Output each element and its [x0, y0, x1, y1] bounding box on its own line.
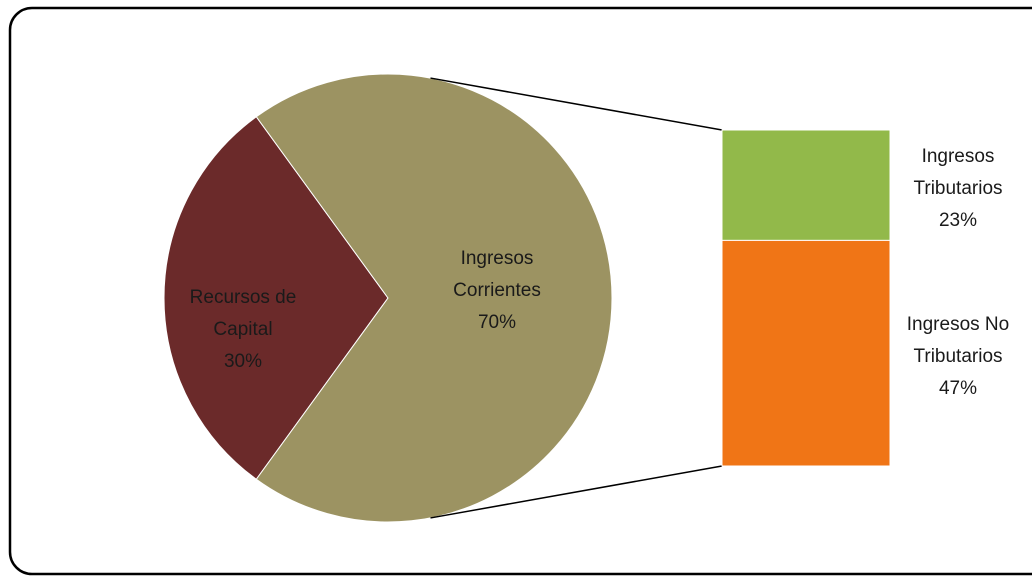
- pie-label: Ingresos Corrientes 70%: [442, 243, 552, 339]
- bar-label: Ingresos Tributarios 23%: [898, 141, 1018, 237]
- pie-label: Recursos de Capital 30%: [178, 282, 308, 378]
- connector: [430, 465, 723, 519]
- bar-label-text: Ingresos No Tributarios: [906, 314, 1010, 367]
- bar-label-text: 23%: [938, 210, 978, 231]
- pie-label-text: Recursos de Capital: [189, 287, 297, 340]
- pie-slice: [163, 116, 389, 480]
- connector: [430, 77, 723, 131]
- pie-label-text: Ingresos Corrientes: [453, 248, 541, 301]
- pie-label-text: 70%: [477, 312, 517, 333]
- bar-segment: [721, 239, 891, 467]
- bar-label-text: 47%: [938, 378, 978, 399]
- bar-segment: [721, 129, 891, 241]
- pie-slice: [255, 73, 613, 523]
- bar-label: Ingresos No Tributarios 47%: [893, 309, 1023, 405]
- bar-label-text: Ingresos Tributarios: [913, 146, 1003, 199]
- pie-label-text: 30%: [223, 351, 263, 372]
